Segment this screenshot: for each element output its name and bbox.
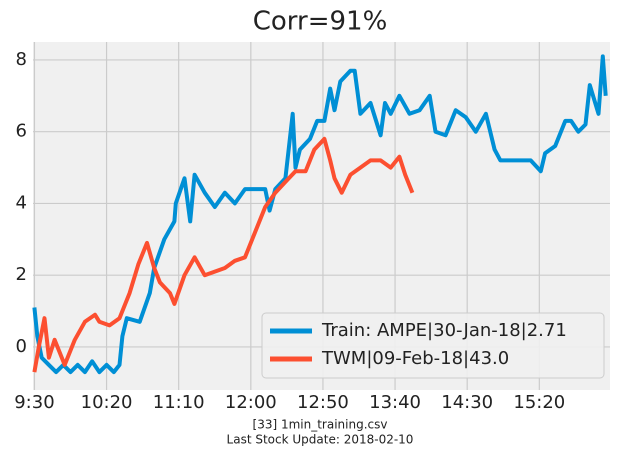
x-tick-label: 14:30	[441, 392, 493, 413]
legend-label: TWM|09-Feb-18|43.0	[321, 348, 509, 369]
x-tick-label: 13:40	[369, 392, 421, 413]
chart-title: Corr=91%	[253, 7, 388, 37]
data-line	[32, 54, 608, 375]
x-tick-label: 12:50	[297, 392, 349, 413]
caption: Last Stock Update: 2018-02-10	[227, 433, 414, 447]
caption: [33] 1min_training.csv	[253, 418, 388, 432]
data-line	[32, 136, 415, 373]
x-tick-label: 11:10	[153, 392, 205, 413]
x-tick-label: 12:00	[225, 392, 277, 413]
x-tick-label: 9:30	[14, 392, 54, 413]
y-tick-label: 8	[16, 49, 27, 70]
y-tick-label: 0	[16, 336, 27, 357]
x-tick-label: 10:20	[81, 392, 133, 413]
legend-box	[261, 312, 605, 379]
x-tick-label: 15:20	[513, 392, 565, 413]
y-tick-label: 4	[16, 192, 27, 213]
legend-label: Train: AMPE|30-Jan-18|2.71	[321, 320, 567, 341]
y-tick-label: 6	[16, 121, 27, 142]
y-tick-label: 2	[16, 264, 27, 285]
